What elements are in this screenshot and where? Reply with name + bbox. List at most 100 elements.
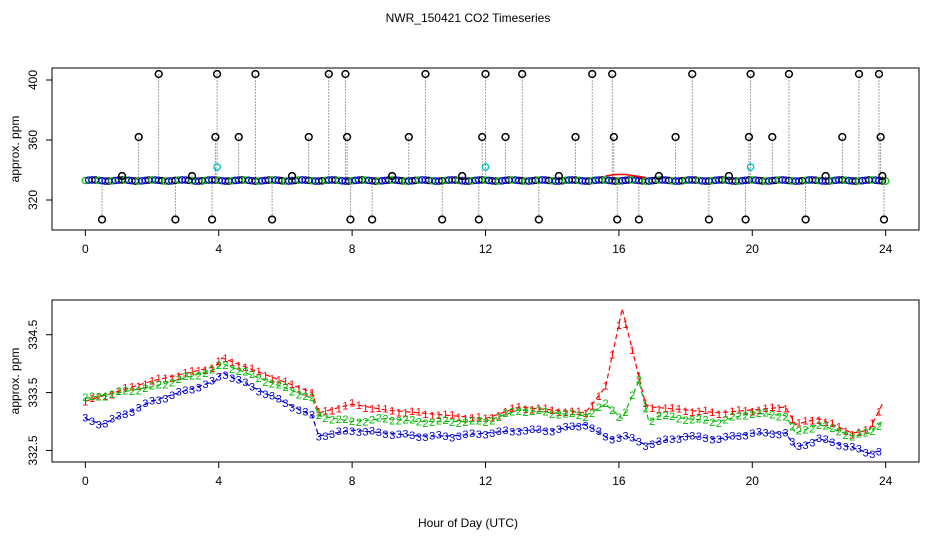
series-3-marker: 3 <box>516 427 522 439</box>
series-1-marker: 1 <box>409 406 415 418</box>
series-3-marker: 3 <box>816 433 822 445</box>
series-2-marker: 2 <box>676 414 682 426</box>
series-2-marker: 2 <box>442 415 448 427</box>
red-segment <box>605 173 646 179</box>
outlier-point <box>367 215 377 224</box>
series-1-marker: 1 <box>636 371 642 383</box>
series-2-marker: 2 <box>196 370 202 382</box>
series-2-marker: 2 <box>509 406 515 418</box>
series-2-marker: 2 <box>743 411 749 423</box>
series-2-marker: 2 <box>242 367 248 379</box>
series-2-marker: 2 <box>569 408 575 420</box>
series-3-marker: 3 <box>709 435 715 447</box>
series-2-marker: 2 <box>322 413 328 425</box>
series-1-marker: 1 <box>316 406 322 418</box>
series-2-marker: 2 <box>89 391 95 403</box>
series-1-marker: 1 <box>82 396 88 408</box>
outlier-point <box>609 132 619 142</box>
bottom-x-tick-label: 16 <box>612 474 626 488</box>
series-1-marker: 1 <box>136 381 142 393</box>
series-1-marker: 1 <box>496 410 502 422</box>
series-3-marker: 3 <box>642 441 648 453</box>
series-3-marker: 3 <box>803 440 809 452</box>
series-2-marker: 2 <box>816 420 822 432</box>
series-3-marker: 3 <box>229 373 235 385</box>
x-axis-label: Hour of Day (UTC) <box>418 516 518 530</box>
series-3-marker: 3 <box>336 426 342 438</box>
series-3-marker: 3 <box>496 426 502 438</box>
outlier-point <box>234 132 243 142</box>
series-3-marker: 3 <box>703 433 709 445</box>
series-2-marker: 2 <box>502 408 508 420</box>
outlier-point <box>554 171 564 181</box>
series-3-marker: 3 <box>129 407 135 419</box>
series-3-marker: 3 <box>302 406 308 418</box>
series-1-marker: 1 <box>676 404 682 416</box>
series-3-marker: 3 <box>142 398 148 410</box>
series-1-marker: 1 <box>302 386 308 398</box>
series-3-marker: 3 <box>649 439 655 451</box>
series-2-marker: 2 <box>716 418 722 430</box>
cyan-point <box>213 163 221 171</box>
series-3-marker: 3 <box>416 432 422 444</box>
series-1-marker: 1 <box>129 382 135 394</box>
top-y-axis-label: approx. ppm <box>8 116 22 183</box>
series-3-marker: 3 <box>202 379 208 391</box>
series-3-marker: 3 <box>843 442 849 454</box>
bottom-y-tick-label: 334.5 <box>26 319 40 349</box>
series-1-marker: 1 <box>202 365 208 377</box>
top-x-tick-label: 0 <box>82 242 89 256</box>
bottom-x-tick-label: 0 <box>82 474 89 488</box>
series-1-line <box>85 308 883 434</box>
series-1-marker: 1 <box>182 368 188 380</box>
series-1-marker: 1 <box>629 345 635 357</box>
series-1-marker: 1 <box>649 403 655 415</box>
series-2-marker: 2 <box>629 390 635 402</box>
series-1-marker: 1 <box>836 421 842 433</box>
series-1-marker: 1 <box>189 366 195 378</box>
series-3-marker: 3 <box>629 432 635 444</box>
series-1-marker: 1 <box>329 406 335 418</box>
series-1-marker: 1 <box>229 357 235 369</box>
series-2-marker: 2 <box>769 409 775 421</box>
series-2-marker: 2 <box>836 427 842 439</box>
series-3-marker: 3 <box>222 370 228 382</box>
series-3-marker: 3 <box>783 428 789 440</box>
series-1-marker: 1 <box>429 410 435 422</box>
series-1-marker: 1 <box>642 398 648 410</box>
outlier-point <box>744 132 754 142</box>
outlier-point <box>304 132 313 142</box>
outlier-point <box>613 215 622 224</box>
outlier-point <box>854 69 864 79</box>
outlier-point <box>207 215 217 224</box>
series-3-marker: 3 <box>96 420 102 432</box>
series-3-marker: 3 <box>376 427 382 439</box>
series-2-marker: 2 <box>869 426 875 438</box>
series-1-marker: 1 <box>756 405 762 417</box>
series-1-marker: 1 <box>482 413 488 425</box>
series-1-marker: 1 <box>616 320 622 332</box>
outlier-point <box>171 215 180 224</box>
series-3-marker: 3 <box>422 432 428 444</box>
series-2-marker: 2 <box>789 422 795 434</box>
series-1-marker: 1 <box>322 406 328 418</box>
series-2-marker: 2 <box>749 409 755 421</box>
series-1-marker: 1 <box>689 407 695 419</box>
outlier-point <box>874 69 884 79</box>
series-1-marker: 1 <box>716 409 722 421</box>
series-1-marker: 1 <box>162 373 168 385</box>
series-1-marker: 1 <box>109 389 115 401</box>
series-3-marker: 3 <box>536 424 542 436</box>
series-3-marker: 3 <box>462 429 468 441</box>
series-3-marker: 3 <box>476 429 482 441</box>
series-2-marker: 2 <box>229 364 235 376</box>
series-3-marker: 3 <box>369 426 375 438</box>
bottom-y-tick-label: 333.5 <box>26 377 40 407</box>
top-x-tick-label: 20 <box>746 242 760 256</box>
series-3-marker: 3 <box>796 441 802 453</box>
series-2-marker: 2 <box>349 416 355 428</box>
outlier-point <box>821 171 830 181</box>
series-3-marker: 3 <box>342 425 348 437</box>
series-2-marker: 2 <box>129 386 135 398</box>
series-3-marker: 3 <box>663 434 669 446</box>
